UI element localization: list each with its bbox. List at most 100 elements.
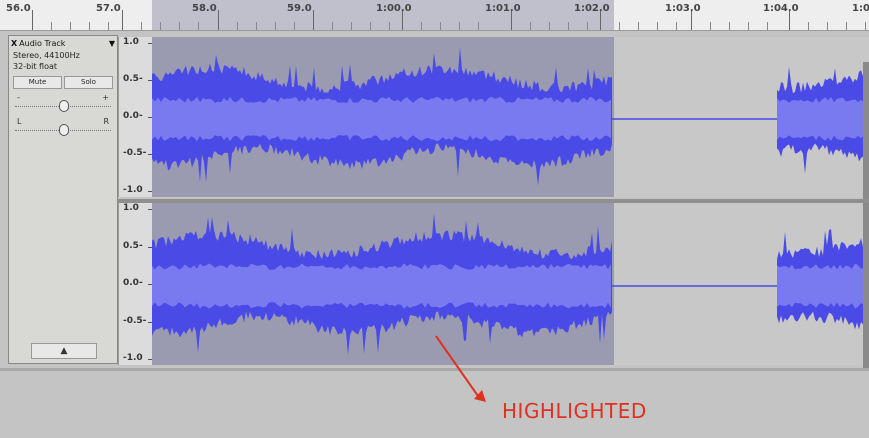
amplitude-tick-label: -1.0 bbox=[123, 185, 143, 195]
ruler-tick-label: 58.0 bbox=[192, 3, 217, 14]
ruler-minor-tick bbox=[676, 22, 677, 30]
track-format-line2: 32-bit float bbox=[13, 62, 58, 71]
ruler-minor-tick bbox=[748, 22, 749, 30]
waveform-channel-right[interactable] bbox=[152, 203, 869, 365]
ruler-major-tick bbox=[789, 10, 790, 30]
amplitude-tick bbox=[148, 322, 153, 323]
track-format-line1: Stereo, 44100Hz bbox=[13, 51, 80, 60]
ruler-minor-tick bbox=[587, 22, 588, 30]
ruler-tick-label: 57.0 bbox=[96, 3, 121, 14]
ruler-minor-tick bbox=[638, 22, 639, 30]
ruler-minor-tick bbox=[256, 22, 257, 30]
ruler-major-tick bbox=[313, 10, 314, 30]
waveform-rms bbox=[152, 96, 611, 142]
ruler-minor-tick bbox=[729, 22, 730, 30]
ruler-major-tick bbox=[402, 10, 403, 30]
ruler-minor-tick bbox=[141, 22, 142, 30]
ruler-minor-tick bbox=[332, 22, 333, 30]
ruler-minor-tick bbox=[421, 22, 422, 30]
gain-slider-thumb[interactable] bbox=[59, 100, 69, 112]
amplitude-ruler-top: 1.0 0.5- 0.0- -0.5- -1.0 bbox=[118, 37, 153, 197]
vertical-scrollbar[interactable] bbox=[863, 62, 869, 399]
pan-right-label: R bbox=[103, 117, 109, 126]
waveform-rms bbox=[152, 263, 611, 309]
amplitude-tick bbox=[148, 284, 153, 285]
ruler-minor-tick bbox=[657, 22, 658, 30]
amplitude-tick bbox=[148, 117, 153, 118]
ruler-minor-tick bbox=[370, 22, 371, 30]
ruler-minor-tick bbox=[478, 22, 479, 30]
amplitude-tick-label: 1.0 bbox=[123, 37, 139, 47]
ruler-selection-highlight bbox=[152, 0, 614, 30]
ruler-minor-tick bbox=[89, 22, 90, 30]
solo-button[interactable]: Solo bbox=[64, 76, 113, 89]
highlighted-annotation-label: HIGHLIGHTED bbox=[502, 399, 647, 423]
ruler-tick-label: 56.0 bbox=[6, 3, 31, 14]
empty-track-area: HIGHLIGHTED bbox=[0, 368, 869, 438]
timeline-ruler[interactable]: 56.0 57.0 58.0 59.0 1:00.0 1:01.0 1:02.0 1:03.0… bbox=[0, 0, 869, 31]
chevron-down-icon[interactable]: ▼ bbox=[108, 38, 115, 48]
ruler-tick-label: 1:03.0 bbox=[665, 3, 701, 14]
ruler-minor-tick bbox=[865, 22, 866, 30]
ruler-tick-label: 59.0 bbox=[287, 3, 312, 14]
ruler-major-tick bbox=[122, 10, 123, 30]
ruler-minor-tick bbox=[846, 22, 847, 30]
amplitude-tick-label: 0.5- bbox=[123, 74, 143, 84]
waveform-rms bbox=[777, 97, 867, 141]
amplitude-tick bbox=[148, 154, 153, 155]
amplitude-tick-label: 0.0- bbox=[123, 278, 143, 288]
ruler-major-tick bbox=[32, 10, 33, 30]
waveform-channel-left[interactable] bbox=[152, 37, 869, 197]
ruler-minor-tick bbox=[808, 22, 809, 30]
gain-plus-label: + bbox=[102, 93, 109, 102]
ruler-minor-tick bbox=[549, 22, 550, 30]
collapse-track-button[interactable]: ▲ bbox=[31, 343, 97, 359]
pan-slider-thumb[interactable] bbox=[59, 124, 69, 136]
amplitude-tick bbox=[148, 247, 153, 248]
ruler-minor-tick bbox=[108, 22, 109, 30]
amplitude-tick-label: 0.0- bbox=[123, 111, 143, 121]
ruler-minor-tick bbox=[389, 22, 390, 30]
ruler-minor-tick bbox=[459, 22, 460, 30]
ruler-tick-label: 1:00.0 bbox=[376, 3, 412, 14]
amplitude-tick-label: -1.0 bbox=[123, 353, 143, 363]
ruler-minor-tick bbox=[198, 22, 199, 30]
ruler-major-tick bbox=[691, 10, 692, 30]
ruler-minor-tick bbox=[568, 22, 569, 30]
gain-slider[interactable]: - + bbox=[15, 93, 111, 113]
close-track-button[interactable]: X bbox=[11, 38, 18, 48]
ruler-minor-tick bbox=[51, 22, 52, 30]
ruler-minor-tick bbox=[440, 22, 441, 30]
amplitude-ruler-bottom: 1.0 0.5- 0.0- -0.5- -1.0 bbox=[118, 203, 153, 365]
ruler-minor-tick bbox=[70, 22, 71, 30]
ruler-tick-label: 1:0 bbox=[852, 3, 869, 14]
ruler-major-tick bbox=[600, 10, 601, 30]
waveform-rms bbox=[777, 263, 867, 309]
amplitude-tick bbox=[148, 359, 153, 360]
ruler-minor-tick bbox=[237, 22, 238, 30]
amplitude-tick-label: 0.5- bbox=[123, 241, 143, 251]
amplitude-tick-label: 1.0 bbox=[123, 203, 139, 213]
amplitude-tick bbox=[148, 209, 153, 210]
track-header[interactable]: X Audio Track ▼ bbox=[9, 36, 117, 50]
ruler-minor-tick bbox=[294, 22, 295, 30]
ruler-minor-tick bbox=[530, 22, 531, 30]
ruler-tick-label: 1:04.0 bbox=[763, 3, 799, 14]
ruler-minor-tick bbox=[160, 22, 161, 30]
ruler-major-tick bbox=[511, 10, 512, 30]
ruler-minor-tick bbox=[827, 22, 828, 30]
waveform-left bbox=[152, 47, 869, 186]
ruler-minor-tick bbox=[710, 22, 711, 30]
waveform-right bbox=[152, 213, 869, 355]
ruler-minor-tick bbox=[619, 22, 620, 30]
mute-button[interactable]: Mute bbox=[13, 76, 62, 89]
pan-left-label: L bbox=[17, 117, 22, 126]
ruler-minor-tick bbox=[179, 22, 180, 30]
track-control-panel: X Audio Track ▼ Stereo, 44100Hz 32-bit f… bbox=[8, 35, 118, 364]
amplitude-tick bbox=[148, 191, 153, 192]
amplitude-tick bbox=[148, 80, 153, 81]
ruler-tick-label: 1:02.0 bbox=[574, 3, 610, 14]
pan-slider[interactable]: L R bbox=[15, 117, 111, 137]
ruler-tick-label: 1:01.0 bbox=[485, 3, 521, 14]
track-name-label[interactable]: Audio Track bbox=[19, 38, 66, 48]
